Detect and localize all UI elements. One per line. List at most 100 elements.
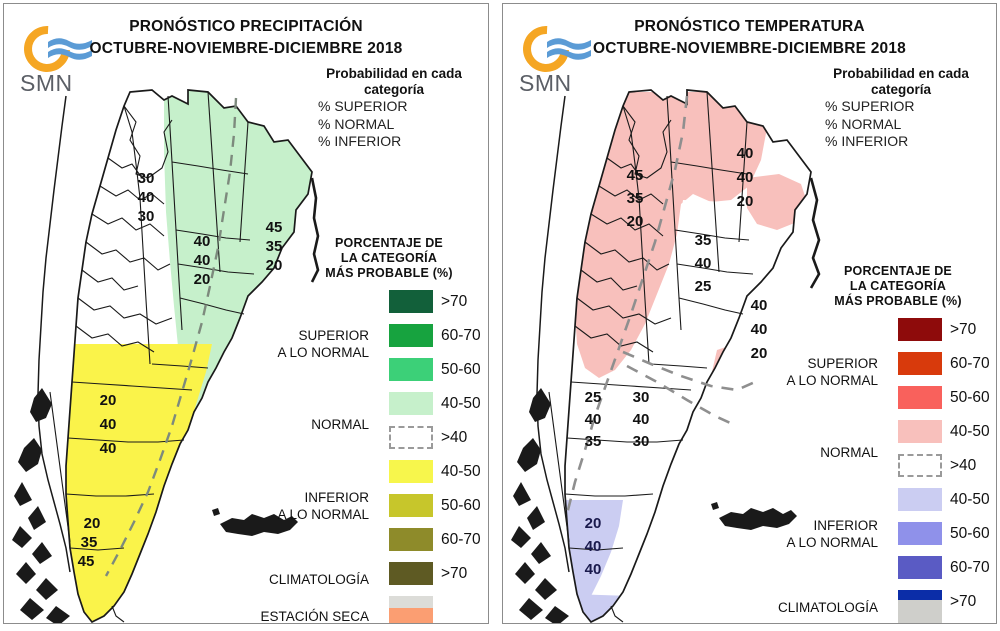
east-coast-detail: [310, 177, 320, 283]
legend-title-line2: LA CATEGORÍA: [340, 251, 438, 265]
legend-category-inferior: INFERIOR: [304, 490, 369, 505]
smn-logo-text: SMN: [519, 70, 572, 96]
legend-swatch-5: [389, 460, 433, 483]
country-outline: [65, 89, 313, 623]
malvinas-islands: [711, 502, 797, 530]
page-title-line2: OCTUBRE-NOVIEMBRE-DICIEMBRE 2018: [593, 40, 906, 57]
legend-category-climatologia: CLIMATOLOGÍA: [777, 600, 878, 615]
legend-category-superior-sub: A LO NORMAL: [786, 373, 878, 388]
legend-swatch-7: [389, 528, 433, 551]
legend-label-3: 40-50: [950, 423, 990, 440]
legend-swatch-3: [389, 392, 433, 415]
legend-swatch-0: [898, 318, 942, 341]
value-superior: 25: [584, 389, 602, 406]
legend-category-normal: NORMAL: [820, 445, 878, 460]
province-boundaries: [548, 91, 754, 623]
legend-swatch-3: [898, 420, 942, 443]
value-inferior: 40: [584, 561, 602, 578]
value-normal: 40: [193, 252, 211, 269]
legend-title-line1: PORCENTAJE DE: [335, 236, 443, 250]
region-superior-fill-ne: [747, 174, 807, 230]
panel-temperatura: SMN PRONÓSTICO TEMPERATURA OCTUBRE-NOVIE…: [502, 3, 997, 624]
map-label-buenos-aires: 40 40 20: [739, 294, 779, 366]
legend-swatch-1: [389, 324, 433, 347]
value-normal: 40: [736, 169, 754, 186]
value-normal: 40: [137, 189, 155, 206]
legend-swatch-2: [898, 386, 942, 409]
tierra-del-fuego-islands: [12, 388, 70, 623]
legend-category-superior-sub: A LO NORMAL: [277, 345, 369, 360]
map-label-cuyo: 45 35 20: [615, 164, 655, 233]
value-inferior: 30: [632, 433, 650, 450]
legend-label-1: 60-70: [441, 327, 481, 344]
probability-contour-40-dashed: [104, 97, 238, 577]
tierra-del-fuego-islands: [511, 388, 569, 623]
value-normal: 35: [80, 534, 98, 551]
value-inferior: 45: [77, 553, 95, 570]
legend-label-8: >70: [441, 565, 468, 582]
map-argentina-temperatura: [511, 82, 851, 623]
map-label-noa-cuyo: 30 40 30: [126, 169, 166, 226]
legend-swatch-6: [389, 494, 433, 517]
legend-title-line3: MÁS PROBABLE (%): [325, 266, 453, 280]
legend-swatch-4-dashed: [389, 426, 433, 449]
value-superior: 20: [99, 392, 117, 409]
value-inferior: 20: [193, 271, 211, 288]
map-label-litoral: 45 35 20: [254, 218, 294, 275]
legend-category-superior: SUPERIOR: [807, 356, 878, 371]
value-normal: 40: [584, 538, 602, 555]
legend-category-inferior-sub: A LO NORMAL: [786, 535, 878, 550]
value-superior: 45: [626, 167, 644, 184]
legend-swatch-1: [898, 352, 942, 375]
value-inferior: 35: [584, 433, 602, 450]
malvinas-islands: [212, 508, 298, 536]
probability-item-inferior: % INFERIOR: [318, 133, 402, 149]
legend-swatch-8: [389, 562, 433, 585]
legend-category-inferior: INFERIOR: [813, 518, 878, 533]
map-label-patagonia-sur: 20 40 40: [573, 512, 613, 581]
value-inferior: 40: [99, 440, 117, 457]
legend-title-line2: LA CATEGORÍA: [849, 279, 947, 293]
legend-label-0: >70: [950, 321, 977, 338]
legend-label-7: 60-70: [950, 559, 990, 576]
probability-header-line2: categoría: [363, 82, 425, 97]
value-superior: 30: [137, 170, 155, 187]
page-title-line2: OCTUBRE-NOVIEMBRE-DICIEMBRE 2018: [89, 40, 403, 57]
legend-label-4: >40: [441, 429, 468, 446]
probability-item-superior: % SUPERIOR: [318, 98, 408, 114]
value-inferior: 30: [137, 208, 155, 225]
smn-logo-text: SMN: [20, 70, 73, 96]
probability-header-line2: categoría: [870, 82, 932, 97]
value-inferior: 20: [265, 257, 283, 274]
legend-label-5: 40-50: [441, 463, 481, 480]
map-label-patagonia-sur: 20 35 45: [68, 514, 108, 571]
legend-label-1: 60-70: [950, 355, 990, 372]
country-outline: [564, 89, 812, 623]
map-label-patagonia-norte: 20 40 40: [88, 389, 128, 461]
smn-logo: SMN: [513, 16, 605, 102]
legend-label-6: 50-60: [441, 497, 481, 514]
legend-category-inferior-sub: A LO NORMAL: [277, 507, 369, 522]
smn-logo-waves-icon: [547, 38, 591, 60]
chile-coastline: [37, 95, 71, 573]
probability-legend: Probabilidad en cada categoría % SUPERIO…: [304, 66, 484, 151]
east-coast-detail: [809, 177, 821, 289]
legend-label-3: 40-50: [441, 395, 481, 412]
legend-swatch-10-estacion-seca: [389, 608, 433, 623]
smn-logo-waves-icon: [48, 38, 92, 60]
value-normal: 40: [694, 255, 712, 272]
region-superior-fill-north: [575, 92, 767, 378]
value-normal: 35: [626, 190, 644, 207]
value-normal: 35: [265, 238, 283, 255]
probability-legend: Probabilidad en cada categoría % SUPERIO…: [811, 66, 991, 151]
map-label-patagonia-este: 30 40 30: [621, 387, 661, 453]
legend-category-climatologia: CLIMATOLOGÍA: [268, 572, 369, 587]
probability-item-inferior: % INFERIOR: [825, 133, 909, 149]
legend-title-line1: PORCENTAJE DE: [844, 264, 952, 278]
value-normal: 40: [750, 321, 768, 338]
value-inferior: 25: [694, 278, 712, 295]
region-inferior-fill-tdf: [571, 594, 637, 622]
value-normal: 40: [584, 411, 602, 428]
value-inferior: 20: [736, 193, 754, 210]
